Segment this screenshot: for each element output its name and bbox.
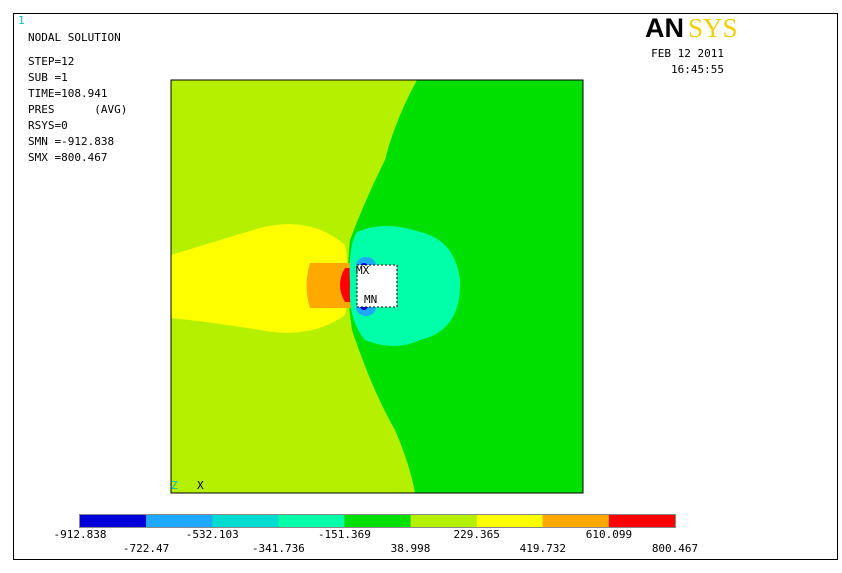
hole xyxy=(356,264,398,308)
info-line: TIME=108.941 xyxy=(28,87,107,100)
legend-label: -912.838 xyxy=(54,528,107,541)
info-line: NODAL SOLUTION xyxy=(28,31,121,44)
logo-sys: SYS xyxy=(688,13,738,43)
legend-label: -722.47 xyxy=(123,542,169,555)
legend-swatch xyxy=(278,515,345,527)
legend-swatch xyxy=(344,515,411,527)
max-label: MX xyxy=(356,264,370,277)
legend-swatch xyxy=(608,515,675,527)
legend-label: -532.103 xyxy=(186,528,239,541)
legend-swatch xyxy=(212,515,279,527)
time: 16:45:55 xyxy=(671,63,724,76)
axis-x: X xyxy=(197,479,204,492)
legend: -912.838 -722.47 -532.103 -341.736 -151.369 3… xyxy=(54,514,698,555)
info-line: SMX =800.467 xyxy=(28,151,107,164)
region-yellow xyxy=(171,224,349,333)
date: FEB 12 2011 xyxy=(651,47,724,60)
legend-swatch xyxy=(146,515,213,527)
legend-swatch xyxy=(542,515,609,527)
legend-swatch xyxy=(410,515,477,527)
info-line: RSYS=0 xyxy=(28,119,68,132)
info-line: PRES (AVG) xyxy=(28,103,127,116)
legend-label: -341.736 xyxy=(252,542,305,555)
logo-an: AN xyxy=(645,13,684,43)
axis-z: Z xyxy=(171,479,178,492)
plot-border xyxy=(170,79,584,494)
info-line: SMN =-912.838 xyxy=(28,135,114,148)
legend-label: -151.369 xyxy=(318,528,371,541)
region-aqua xyxy=(349,226,461,346)
legend-label: 419.732 xyxy=(520,542,566,555)
window-number: 1 xyxy=(18,14,25,27)
min-label: MN xyxy=(364,293,377,306)
info-line: STEP=12 xyxy=(28,55,74,68)
legend-label: 800.467 xyxy=(652,542,698,555)
legend-swatch xyxy=(476,515,543,527)
info-line: SUB =1 xyxy=(28,71,68,84)
legend-swatch xyxy=(80,515,147,527)
legend-label: 610.099 xyxy=(586,528,632,541)
legend-label: 229.365 xyxy=(453,528,499,541)
legend-label: 38.998 xyxy=(391,542,431,555)
contour-plot: MX MN Z X xyxy=(170,79,584,494)
